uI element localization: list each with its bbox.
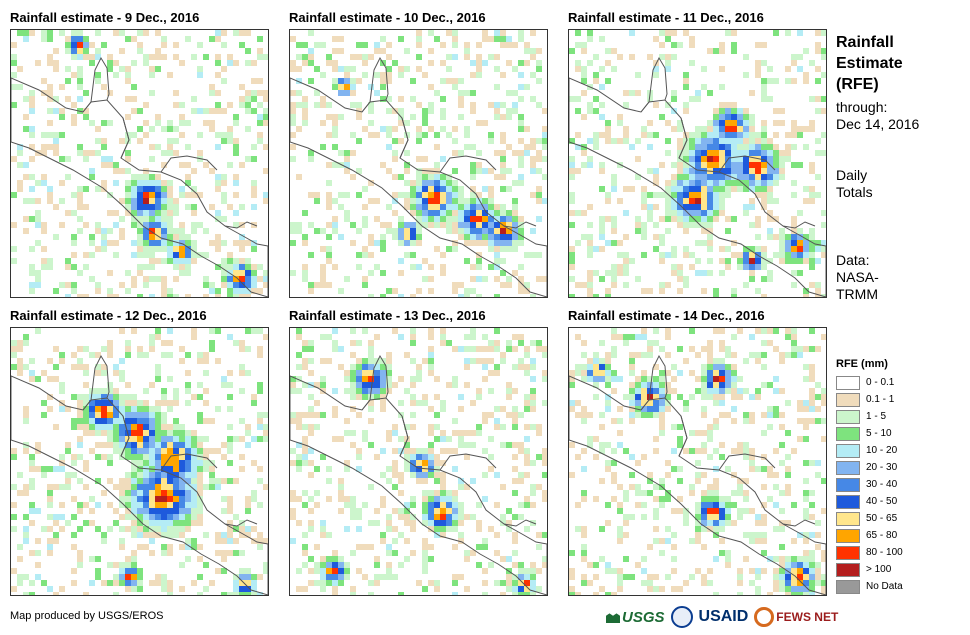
- through-date: Dec 14, 2016: [836, 116, 920, 132]
- legend-label: 50 - 65: [866, 513, 898, 524]
- usaid-logo: USAID: [698, 608, 749, 625]
- legend-label: No Data: [866, 581, 903, 592]
- country-borders: [82, 354, 258, 527]
- legend-label: > 100: [866, 564, 892, 575]
- panel-title-1: Rainfall estimate - 9 Dec., 2016: [10, 10, 200, 25]
- rainfall-grid: [569, 30, 826, 297]
- legend-item: 5 - 10: [836, 425, 892, 442]
- rainfall-map-3: [568, 29, 827, 298]
- legend-item: 50 - 65: [836, 510, 897, 527]
- legend-item: > 100: [836, 561, 891, 578]
- rainfall-map-1: [10, 29, 269, 298]
- through-label: through:: [836, 99, 888, 115]
- legend-swatch: [836, 409, 860, 424]
- legend-item: 0 - 0.1: [836, 374, 894, 391]
- coastline: [290, 375, 547, 595]
- logo-strip: USGS USAID FEWS NET: [606, 604, 838, 630]
- coastline: [11, 375, 268, 595]
- rainfall-grid: [290, 328, 547, 595]
- rainfall-grid: [290, 30, 547, 297]
- legend-item: 65 - 80: [836, 527, 897, 544]
- coastline: [290, 77, 547, 297]
- panel-title-2: Rainfall estimate - 10 Dec., 2016: [289, 10, 486, 25]
- daily-totals: Daily Totals: [836, 167, 873, 200]
- country-borders: [361, 354, 537, 527]
- legend-swatch: [836, 477, 860, 492]
- legend-swatch: [836, 579, 860, 594]
- panel-title-4: Rainfall estimate - 12 Dec., 2016: [10, 308, 207, 323]
- country-borders: [640, 56, 816, 229]
- rainfall-grid: [569, 328, 826, 595]
- legend-swatch: [836, 562, 860, 577]
- legend-item: 1 - 5: [836, 408, 886, 425]
- legend-item: 0.1 - 1: [836, 391, 894, 408]
- legend-swatch: [836, 511, 860, 526]
- legend-label: 30 - 40: [866, 479, 898, 490]
- usgs-logo: USGS: [606, 609, 665, 626]
- rainfall-map-5: [289, 327, 548, 596]
- coastline: [569, 375, 826, 595]
- legend-label: 0 - 0.1: [866, 377, 895, 388]
- rainfall-grid: [11, 30, 268, 297]
- legend-label: 1 - 5: [866, 411, 887, 422]
- panel-title-3: Rainfall estimate - 11 Dec., 2016: [568, 10, 764, 25]
- rainfall-map-4: [10, 327, 269, 596]
- country-borders: [82, 56, 258, 229]
- legend-label: 5 - 10: [866, 428, 892, 439]
- legend-swatch: [836, 545, 860, 560]
- usaid-seal-icon: [670, 606, 693, 628]
- legend-title: RFE (mm): [836, 358, 888, 370]
- data-source: Data: NASA-TRMM: [836, 252, 879, 302]
- panel-title-6: Rainfall estimate - 14 Dec., 2016: [568, 308, 765, 323]
- legend-swatch: [836, 375, 860, 390]
- country-borders: [361, 56, 537, 229]
- legend-label: 0.1 - 1: [866, 394, 895, 405]
- legend-label: 80 - 100: [866, 547, 903, 558]
- rainfall-map-2: [289, 29, 548, 298]
- legend-item: No Data: [836, 578, 903, 595]
- fews-ring-icon: [754, 607, 775, 627]
- legend-swatch: [836, 426, 860, 441]
- legend-item: 20 - 30: [836, 459, 897, 476]
- coastline: [569, 77, 826, 297]
- side-title: Rainfall Estimate (RFE): [836, 34, 903, 93]
- legend-item: 10 - 20: [836, 442, 897, 459]
- credit-text: Map produced by USGS/EROS: [10, 610, 164, 622]
- panel-title-5: Rainfall estimate - 13 Dec., 2016: [289, 308, 486, 323]
- legend-swatch: [836, 494, 860, 509]
- country-borders: [640, 354, 816, 527]
- legend-label: 65 - 80: [866, 530, 898, 541]
- legend-swatch: [836, 460, 860, 475]
- legend-label: 20 - 30: [866, 462, 898, 473]
- legend-swatch: [836, 528, 860, 543]
- rainfall-map-6: [568, 327, 827, 596]
- legend-swatch: [836, 392, 860, 407]
- legend-item: 80 - 100: [836, 544, 903, 561]
- legend-swatch: [836, 443, 860, 458]
- coastline: [11, 77, 268, 297]
- legend-item: 30 - 40: [836, 476, 897, 493]
- fews-net-logo: FEWS NET: [754, 607, 838, 627]
- legend-item: 40 - 50: [836, 493, 897, 510]
- legend-label: 40 - 50: [866, 496, 898, 507]
- legend-label: 10 - 20: [866, 445, 898, 456]
- usgs-wave-icon: [606, 613, 620, 623]
- rainfall-grid: [11, 328, 268, 595]
